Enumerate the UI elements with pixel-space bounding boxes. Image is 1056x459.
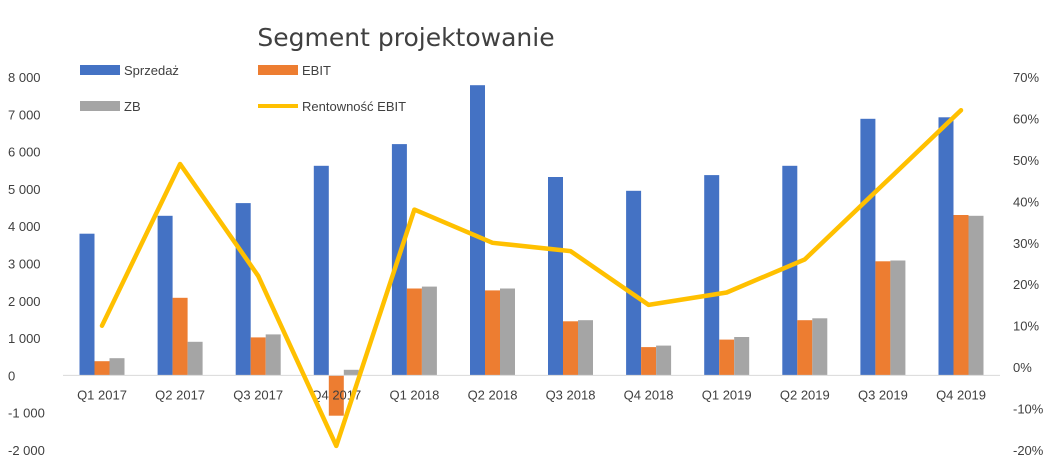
line-point — [179, 163, 181, 165]
left-axis-tick-label: -1 000 — [8, 406, 45, 421]
bar-zb — [890, 260, 906, 376]
line-point — [960, 109, 962, 111]
category-label: Q3 2018 — [546, 387, 596, 402]
line-point — [804, 258, 806, 260]
legend-label: EBIT — [302, 63, 331, 78]
left-axis-ticks: 8 000 7 000 6 000 5 000 4 000 3 000 2 000 1 000… — [8, 70, 45, 458]
category-label: Q3 2017 — [233, 387, 283, 402]
bar-ebit — [563, 321, 578, 376]
left-axis-tick-label: 0 — [8, 368, 15, 383]
right-axis-tick-label: 50% — [1013, 153, 1039, 168]
right-axis-tick-label: 70% — [1013, 70, 1039, 85]
bar-ebit — [250, 337, 266, 376]
right-axis-tick-label: 20% — [1013, 277, 1039, 292]
left-axis-tick-label: 5 000 — [8, 182, 41, 197]
bar-sprzeda- — [470, 85, 485, 376]
category-label: Q4 2017 — [311, 387, 361, 402]
line-point — [413, 209, 415, 211]
legend-swatch — [258, 65, 298, 75]
legend-label: ZB — [124, 99, 141, 114]
bar-zb — [734, 337, 750, 376]
line-point — [101, 325, 103, 327]
category-axis-labels: Q1 2017 Q2 2017 Q3 2017 Q4 2017 Q1 2018 Q2 20… — [77, 387, 986, 402]
right-axis-tick-label: 60% — [1013, 111, 1039, 126]
bar-zb — [265, 334, 281, 376]
category-label: Q3 2019 — [858, 387, 908, 402]
right-axis-tick-label: 0% — [1013, 360, 1032, 375]
bar-sprzeda- — [157, 215, 173, 376]
line-point — [882, 184, 884, 186]
bar-ebit — [172, 297, 188, 376]
bar-zb — [968, 215, 984, 376]
line-point — [257, 275, 259, 277]
bar-zb — [109, 358, 125, 376]
bar-zb — [500, 288, 515, 376]
bar-sprzeda- — [235, 203, 251, 376]
legend-label: Rentowność EBIT — [302, 99, 406, 114]
bar-ebit — [94, 361, 110, 376]
bar-sprzeda- — [782, 165, 798, 376]
bar-ebit — [953, 215, 969, 376]
bar-sprzeda- — [79, 233, 95, 376]
left-axis-tick-label: 3 000 — [8, 257, 41, 272]
bar-ebit — [719, 339, 735, 376]
right-axis-ticks: 70% 60% 50% 40% 30% 20% 10% 0% -10% -20% — [1013, 70, 1044, 458]
bar-zb — [812, 318, 828, 376]
bar-sprzeda- — [548, 177, 563, 376]
bar-zb — [656, 345, 672, 376]
bar-ebit — [406, 288, 422, 376]
left-axis-tick-label: 2 000 — [8, 294, 41, 309]
legend-label: Sprzedaż — [124, 63, 179, 78]
left-axis-tick-label: 8 000 — [8, 70, 41, 85]
category-label: Q1 2019 — [702, 387, 752, 402]
left-axis-tick-label: 4 000 — [8, 219, 41, 234]
bar-ebit — [875, 261, 891, 376]
bar-sprzeda- — [860, 118, 876, 376]
left-axis-tick-label: 7 000 — [8, 107, 41, 122]
right-axis-tick-label: 40% — [1013, 194, 1039, 209]
category-label: Q1 2017 — [77, 387, 127, 402]
bar-zb — [187, 341, 203, 376]
bar-zb — [421, 286, 437, 376]
chart-title: Segment projektowanie — [257, 23, 554, 52]
category-label: Q1 2018 — [389, 387, 439, 402]
right-axis-tick-label: -20% — [1013, 443, 1044, 458]
legend: Sprzedaż EBIT ZB Rentowność EBIT — [80, 63, 406, 114]
category-label: Q2 2019 — [780, 387, 830, 402]
bar-ebit — [485, 290, 500, 376]
bars-group — [79, 85, 984, 416]
left-axis-tick-label: -2 000 — [8, 443, 45, 458]
category-label: Q4 2018 — [624, 387, 674, 402]
left-axis-tick-label: 1 000 — [8, 331, 41, 346]
category-label: Q2 2017 — [155, 387, 205, 402]
bar-sprzeda- — [938, 117, 954, 376]
bar-sprzeda- — [313, 165, 329, 376]
line-rentowno-ebit — [99, 107, 964, 449]
line-point — [335, 445, 337, 447]
legend-swatch — [80, 101, 120, 111]
category-label: Q4 2019 — [936, 387, 986, 402]
line-point — [492, 242, 493, 244]
line-point — [570, 250, 571, 252]
bar-sprzeda- — [626, 190, 642, 376]
legend-swatch — [80, 65, 120, 75]
bar-ebit — [641, 347, 657, 376]
bar-zb — [343, 369, 359, 376]
bar-zb — [578, 320, 593, 376]
category-label: Q2 2018 — [468, 387, 518, 402]
line-point — [648, 304, 650, 306]
left-axis-tick-label: 6 000 — [8, 145, 41, 160]
bar-ebit — [328, 375, 344, 416]
line-point — [726, 292, 728, 293]
right-axis-tick-label: 10% — [1013, 319, 1039, 334]
right-axis-tick-label: 30% — [1013, 236, 1039, 251]
bar-sprzeda- — [704, 175, 720, 376]
bar-ebit — [797, 320, 813, 376]
line-series-group — [99, 107, 964, 449]
right-axis-tick-label: -10% — [1013, 402, 1044, 417]
